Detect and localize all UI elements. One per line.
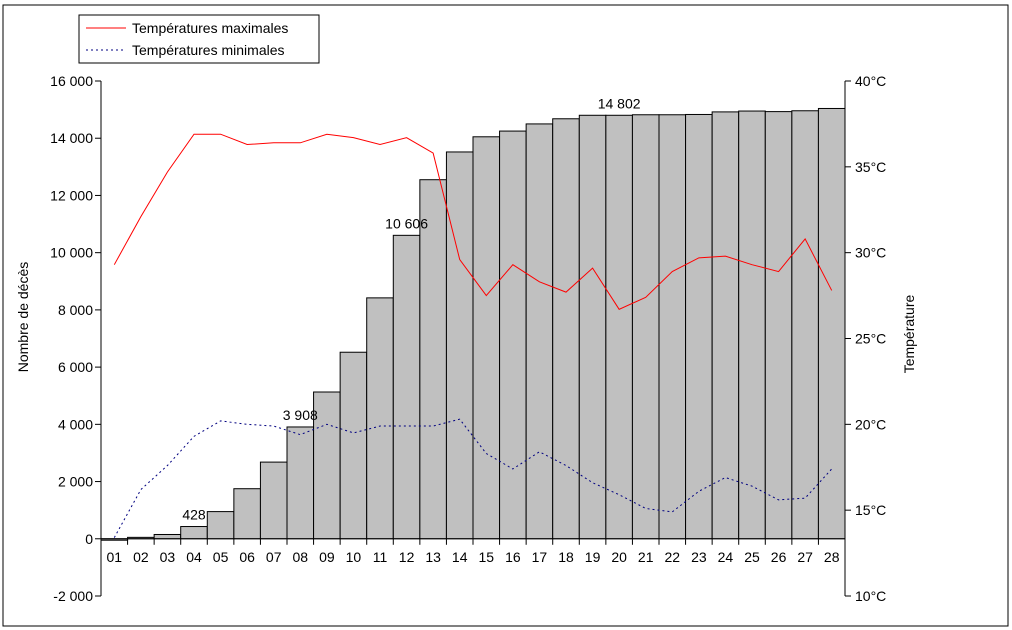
x-tick-label: 11 [373, 549, 388, 565]
x-tick-label: 18 [558, 549, 574, 565]
bar-18 [552, 118, 580, 540]
y-right-tick-label: 20°C [855, 416, 886, 432]
lines-layer [113, 133, 833, 538]
data-label-12: 10 606 [385, 215, 428, 231]
y-right-tick-label: 25°C [855, 331, 886, 347]
series-line-max-temp [113, 133, 833, 310]
x-tick-label: 25 [744, 549, 760, 565]
x-tick-label: 10 [346, 549, 362, 565]
y-left-tick-label: -2 000 [53, 588, 93, 604]
y-left-tick-label: 16 000 [50, 73, 93, 89]
bar-15 [472, 136, 501, 540]
x-tick-label: 19 [585, 549, 601, 565]
x-tick-label: 13 [425, 549, 441, 565]
y-left-tick-label: 8 000 [58, 302, 93, 318]
bar-13 [419, 179, 447, 540]
bar-05 [206, 511, 235, 540]
bar-21 [631, 114, 660, 540]
bar-03 [153, 533, 182, 540]
y-left-tick-label: 12 000 [50, 187, 93, 203]
x-tick-label: 08 [292, 549, 308, 565]
x-tick-label: 14 [452, 549, 468, 565]
x-tick-label: 07 [266, 549, 282, 565]
bar-24 [711, 111, 740, 540]
bar-17 [525, 123, 554, 540]
bar-14 [445, 151, 474, 540]
y-right-tick-label: 30°C [855, 245, 886, 261]
y-right-tick-label: 35°C [855, 159, 886, 175]
bar-10 [339, 351, 368, 540]
x-tick-label: 24 [718, 549, 734, 565]
labels-layer: 428 3 908 10 606 14 802 [182, 95, 640, 522]
bar-06 [233, 488, 261, 540]
bar-19 [578, 114, 607, 540]
bar-09 [313, 391, 341, 540]
bar-28 [817, 107, 846, 540]
bar-08 [286, 426, 315, 540]
bar-25 [738, 110, 766, 540]
bar-16 [499, 130, 527, 540]
y-right-axis-title: Température [901, 294, 917, 373]
x-tick-label: 03 [160, 549, 176, 565]
x-tick-label: 12 [399, 549, 415, 565]
bar-23 [685, 113, 713, 540]
y-left-tick-label: 2 000 [58, 474, 93, 490]
bar-20 [605, 114, 633, 540]
x-tick-label: 27 [797, 549, 813, 565]
x-tick-label: 09 [319, 549, 335, 565]
bars-layer [100, 107, 846, 541]
data-label-08: 3 908 [283, 407, 318, 423]
x-tick-label: 01 [106, 549, 122, 565]
x-tick-label: 06 [239, 549, 255, 565]
bar-27 [791, 110, 819, 540]
y-right-tick-label: 40°C [855, 73, 886, 89]
data-label-04: 428 [182, 507, 206, 523]
y-left-tick-label: 0 [85, 531, 93, 547]
axes-layer: -2 000 0 2 000 4 000 6 000 8 000 10 000 12 000 1… [50, 73, 886, 604]
x-tick-label: 26 [771, 549, 787, 565]
y-left-axis-title: Nombre de décès [15, 262, 31, 373]
x-tick-label: 02 [133, 549, 149, 565]
x-tick-label: 16 [505, 549, 521, 565]
legend-min-label: Températures minimales [132, 42, 285, 58]
data-label-20: 14 802 [598, 95, 641, 111]
legend-max-label: Températures maximales [132, 20, 288, 36]
y-left-tick-label: 4 000 [58, 416, 93, 432]
x-tick-label: 15 [478, 549, 494, 565]
bar-12 [392, 234, 421, 540]
bar-22 [658, 114, 687, 540]
x-tick-label: 22 [664, 549, 680, 565]
x-tick-label: 04 [186, 549, 202, 565]
bar-04 [180, 526, 208, 540]
bar-11 [366, 297, 394, 540]
x-tick-label: 17 [532, 549, 548, 565]
x-tick-label: 28 [824, 549, 840, 565]
legend: Températures maximales Températures mini… [78, 14, 320, 64]
y-left-tick-label: 6 000 [58, 359, 93, 375]
y-left-tick-label: 10 000 [50, 245, 93, 261]
y-right-tick-label: 10°C [855, 588, 886, 604]
y-left-tick-label: 14 000 [50, 130, 93, 146]
x-tick-label: 23 [691, 549, 707, 565]
bar-07 [259, 461, 288, 540]
bar-26 [764, 111, 793, 540]
x-tick-label: 20 [611, 549, 627, 565]
legend-box [78, 14, 320, 64]
y-right-tick-label: 15°C [855, 502, 886, 518]
x-tick-label: 05 [213, 549, 229, 565]
x-tick-label: 21 [638, 549, 654, 565]
